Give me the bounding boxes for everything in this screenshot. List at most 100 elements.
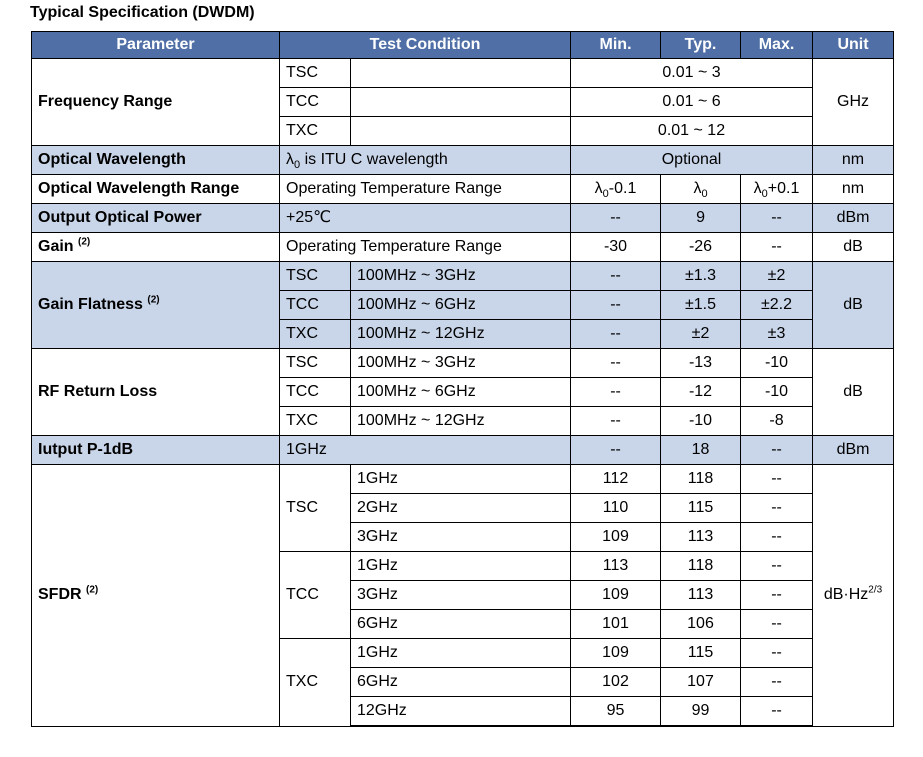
min-cell: -- bbox=[570, 261, 662, 291]
unit-cell: dBm bbox=[812, 203, 895, 233]
param-gain: Gain (2) bbox=[31, 232, 280, 262]
max-cell: -- bbox=[740, 232, 814, 262]
condition-cell: 12GHz bbox=[349, 696, 572, 727]
max-cell: -- bbox=[740, 551, 814, 581]
typ-cell: 113 bbox=[660, 580, 742, 610]
unit-cell: nm bbox=[812, 145, 895, 175]
param-output-optical-power: Output Optical Power bbox=[31, 203, 280, 233]
min-cell: 109 bbox=[570, 580, 662, 610]
page-title: Typical Specification (DWDM) bbox=[30, 4, 255, 21]
max-cell: ±2 bbox=[740, 261, 814, 291]
value-cell: 0.01 ~ 6 bbox=[570, 87, 814, 117]
unit-cell: dB bbox=[812, 261, 895, 349]
condition-cell: 6GHz bbox=[349, 667, 572, 697]
max-cell: λ0+0.1 bbox=[740, 174, 814, 204]
typ-cell: 115 bbox=[660, 493, 742, 523]
param-frequency-range: Frequency Range bbox=[31, 58, 280, 146]
min-cell: -- bbox=[570, 377, 662, 407]
param-sfdr: SFDR (2) bbox=[31, 464, 280, 727]
condition-cell bbox=[349, 116, 572, 146]
module-cell: TCC bbox=[279, 290, 351, 320]
condition-cell: 100MHz ~ 3GHz bbox=[349, 261, 572, 291]
max-cell: -- bbox=[740, 493, 814, 523]
condition-cell: λ0 is ITU C wavelength bbox=[278, 145, 572, 175]
param-optical-wavelength-range: Optical Wavelength Range bbox=[31, 174, 280, 204]
min-cell: 112 bbox=[570, 464, 662, 494]
table-row: 12GHz 95 99 -- bbox=[32, 696, 894, 727]
table-row: Frequency Range TSC 0.01 ~ 3 GHz bbox=[31, 58, 895, 146]
table-row: TXC 1GHz 109 115 -- bbox=[32, 638, 894, 727]
min-cell: λ0-0.1 bbox=[570, 174, 662, 204]
module-cell: TCC bbox=[279, 87, 351, 117]
max-cell: -- bbox=[740, 667, 814, 697]
table-row: Output Optical Power +25℃ -- 9 -- dBm bbox=[31, 203, 895, 233]
max-cell: -- bbox=[740, 638, 814, 668]
typ-cell: λ0 bbox=[660, 174, 742, 204]
condition-cell bbox=[349, 58, 572, 88]
unit-cell: dB·Hz2/3 bbox=[812, 464, 895, 727]
condition-cell: 3GHz bbox=[349, 580, 572, 610]
condition-cell: 100MHz ~ 6GHz bbox=[349, 290, 572, 320]
condition-cell: 100MHz ~ 12GHz bbox=[349, 406, 572, 436]
typ-cell: 118 bbox=[660, 551, 742, 581]
max-cell: -- bbox=[740, 435, 814, 465]
module-cell: TXC bbox=[279, 638, 351, 727]
param-optical-wavelength: Optical Wavelength bbox=[31, 145, 280, 175]
table-row: TXC 100MHz ~ 12GHz -- ±2 ±3 bbox=[32, 319, 894, 349]
unit-cell: nm bbox=[812, 174, 895, 204]
min-cell: 113 bbox=[570, 551, 662, 581]
max-cell: -- bbox=[740, 609, 814, 639]
min-cell: 102 bbox=[570, 667, 662, 697]
condition-cell bbox=[349, 87, 572, 117]
module-cell: TCC bbox=[279, 377, 351, 407]
header-row: Parameter Test Condition Min. Typ. Max. … bbox=[31, 31, 895, 59]
min-cell: 110 bbox=[570, 493, 662, 523]
max-cell: -- bbox=[740, 696, 814, 727]
param-rf-return-loss: RF Return Loss bbox=[31, 348, 280, 436]
condition-cell: 1GHz bbox=[349, 638, 572, 668]
header-max: Max. bbox=[740, 31, 814, 59]
min-cell: -- bbox=[570, 406, 662, 436]
table-row: Optical Wavelength Range Operating Tempe… bbox=[31, 174, 895, 204]
condition-cell: Operating Temperature Range bbox=[278, 232, 572, 262]
min-cell: -- bbox=[570, 435, 662, 465]
typ-cell: 113 bbox=[660, 522, 742, 552]
module-cell: TSC bbox=[279, 58, 351, 88]
value-cell: 0.01 ~ 3 bbox=[570, 58, 814, 88]
value-cell: Optional bbox=[570, 145, 814, 175]
typ-cell: 115 bbox=[660, 638, 742, 668]
min-cell: 95 bbox=[570, 696, 662, 727]
min-cell: -- bbox=[570, 319, 662, 349]
module-cell: TCC bbox=[279, 551, 351, 639]
typ-cell: 99 bbox=[660, 696, 742, 727]
condition-cell: 1GHz bbox=[349, 551, 572, 581]
table-row: TCC 1GHz 113 118 -- bbox=[32, 551, 894, 639]
header-parameter: Parameter bbox=[31, 31, 280, 59]
header-typ: Typ. bbox=[660, 31, 742, 59]
header-min: Min. bbox=[570, 31, 662, 59]
typ-cell: -12 bbox=[660, 377, 742, 407]
max-cell: -10 bbox=[740, 377, 814, 407]
value-cell: 0.01 ~ 12 bbox=[570, 116, 814, 146]
table-row: 3GHz 109 113 -- bbox=[32, 580, 894, 610]
unit-cell: dBm bbox=[812, 435, 895, 465]
min-cell: -- bbox=[570, 348, 662, 378]
min-cell: -- bbox=[570, 290, 662, 320]
condition-cell: 100MHz ~ 3GHz bbox=[349, 348, 572, 378]
module-cell: TXC bbox=[279, 406, 351, 436]
condition-cell: 100MHz ~ 6GHz bbox=[349, 377, 572, 407]
condition-cell: +25℃ bbox=[278, 203, 572, 233]
min-cell: 109 bbox=[570, 522, 662, 552]
table-row: Gain Flatness (2) TSC 100MHz ~ 3GHz -- ±… bbox=[31, 261, 895, 349]
module-cell: TSC bbox=[279, 464, 351, 552]
max-cell: -- bbox=[740, 203, 814, 233]
max-cell: -- bbox=[740, 464, 814, 494]
max-cell: -8 bbox=[740, 406, 814, 436]
condition-cell: 1GHz bbox=[349, 464, 572, 494]
typ-cell: -10 bbox=[660, 406, 742, 436]
spec-table: Parameter Test Condition Min. Typ. Max. … bbox=[31, 31, 895, 727]
table-row: 3GHz 109 113 -- bbox=[32, 522, 894, 552]
table-row: 6GHz 102 107 -- bbox=[32, 667, 894, 697]
table-row: TCC 100MHz ~ 6GHz -- ±1.5 ±2.2 bbox=[32, 290, 894, 320]
typ-cell: 118 bbox=[660, 464, 742, 494]
